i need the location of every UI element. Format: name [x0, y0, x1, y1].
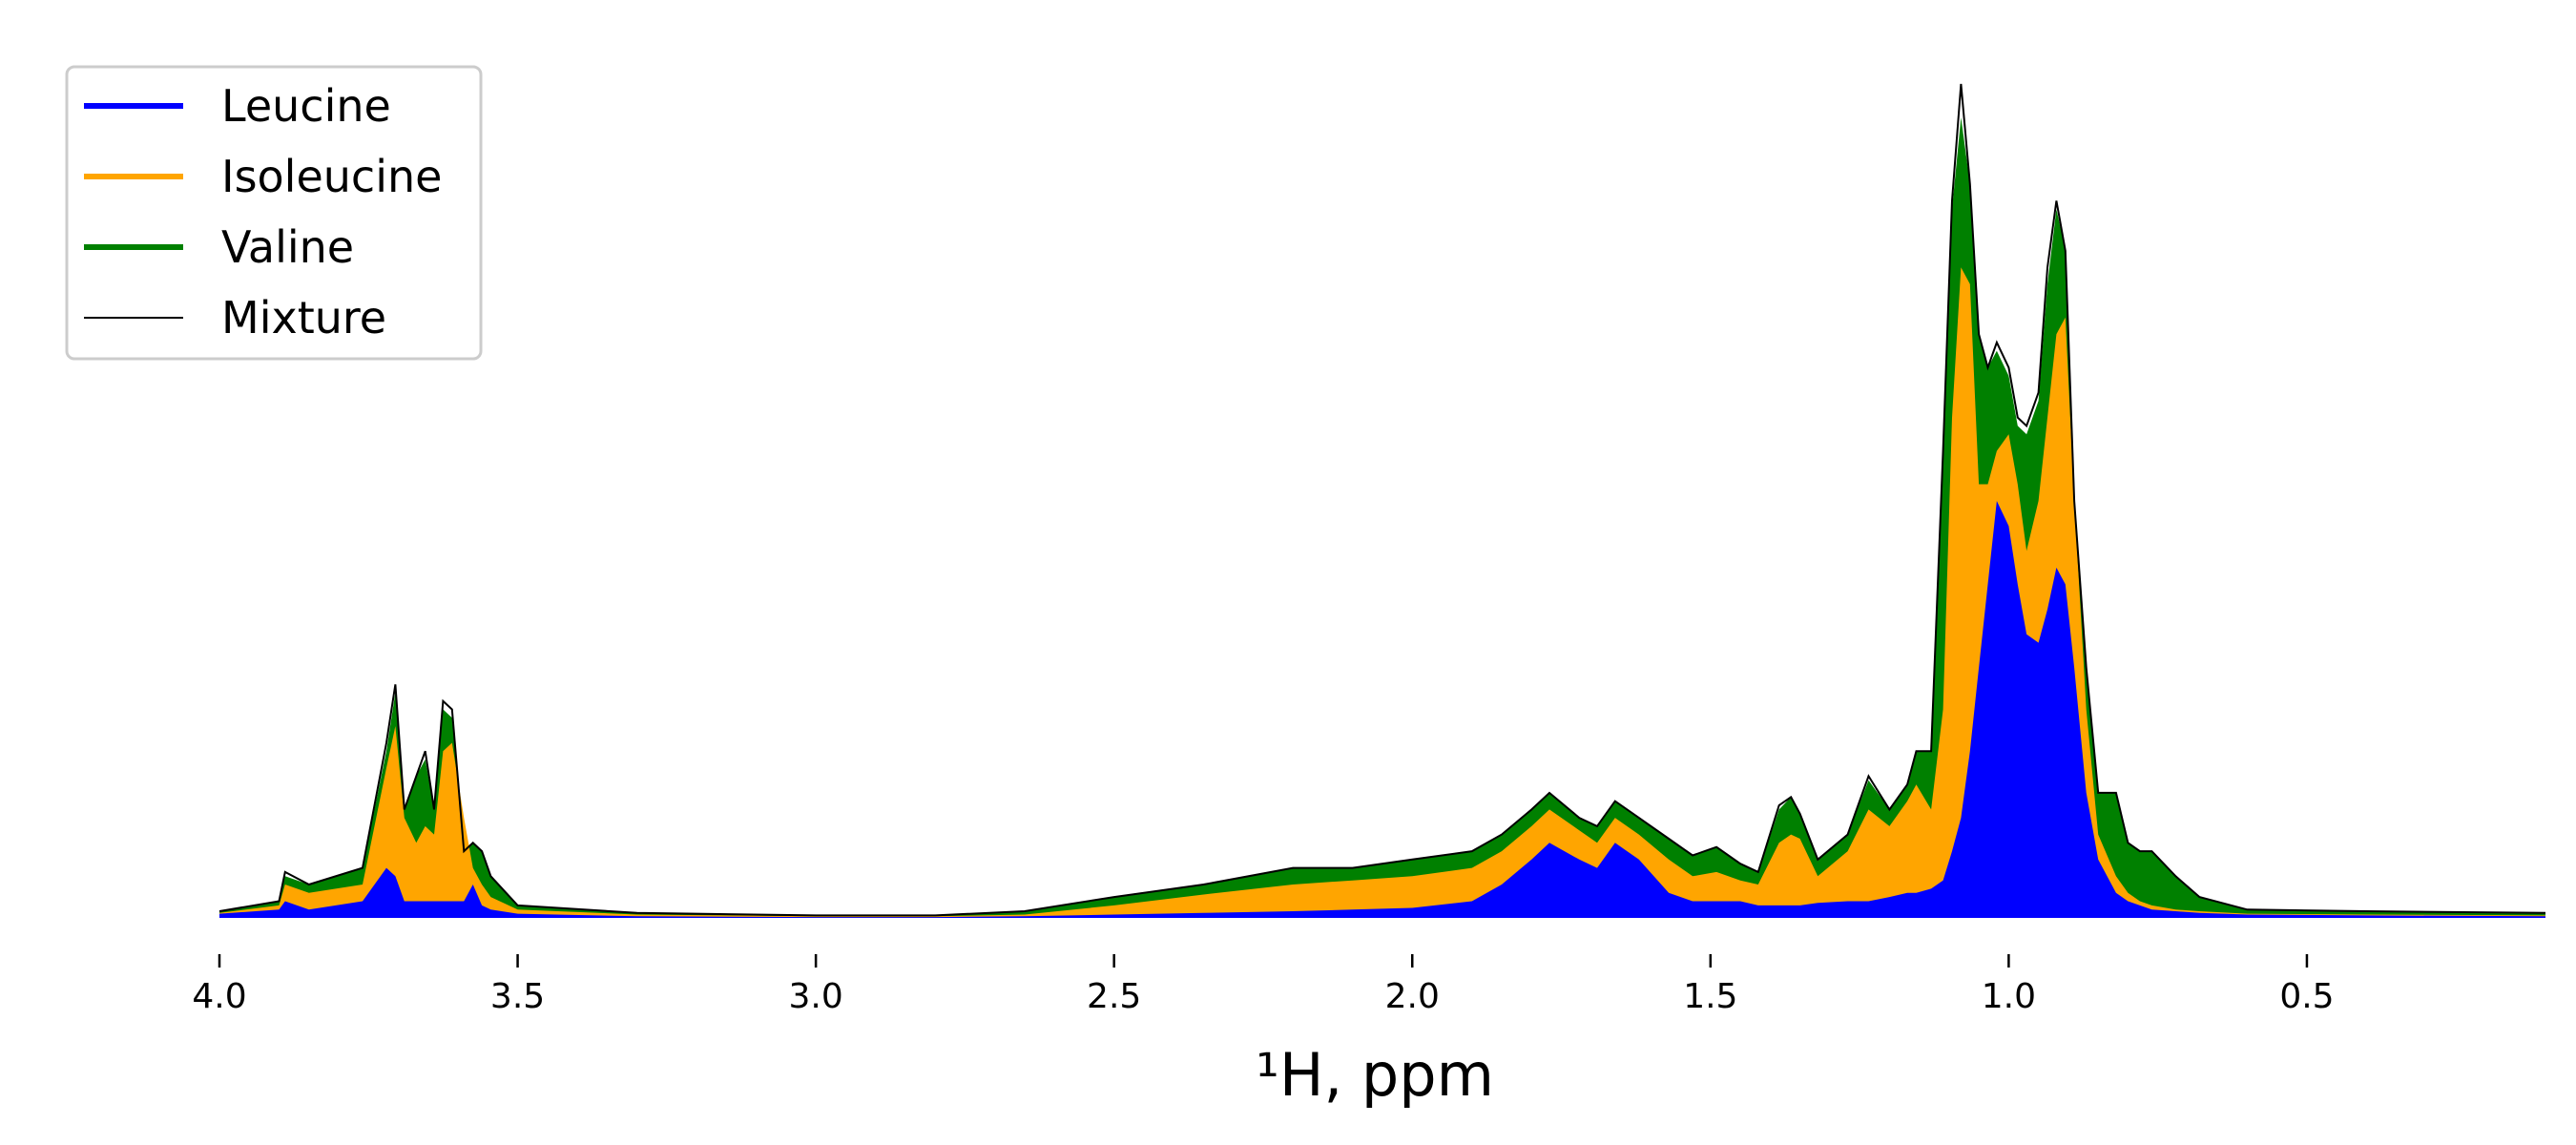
legend-label-mixture: Mixture	[221, 292, 386, 344]
legend-items: Leucine Isoleucine Valine Mixture	[84, 80, 442, 344]
x-tick-label: 1.5	[1683, 977, 1737, 1016]
isoleucine-area	[219, 267, 2545, 918]
valine-area	[219, 117, 2545, 918]
legend-label-valine: Valine	[221, 221, 354, 273]
x-tick-label: 0.5	[2279, 977, 2334, 1016]
legend: Leucine Isoleucine Valine Mixture	[65, 65, 483, 361]
x-tick-label: 2.0	[1385, 977, 1440, 1016]
x-axis: 4.0 3.5 3.0 2.5 2.0 1.5 1.0 0.5	[192, 954, 2335, 1016]
legend-label-leucine: Leucine	[221, 80, 391, 132]
x-tick-label: 3.0	[788, 977, 842, 1016]
x-tick-label: 1.0	[1982, 977, 2036, 1016]
x-tick-label: 2.5	[1087, 977, 1141, 1016]
plot-area	[218, 83, 2546, 918]
legend-label-isoleucine: Isoleucine	[221, 151, 442, 202]
x-ticks: 4.0 3.5 3.0 2.5 2.0 1.5 1.0 0.5	[192, 954, 2335, 1016]
x-tick-label: 4.0	[192, 977, 246, 1016]
x-tick-label: 3.5	[490, 977, 545, 1016]
mixture-line	[218, 83, 2546, 917]
legend-frame	[65, 65, 483, 361]
x-axis-label: ¹H, ppm	[1256, 1040, 1494, 1110]
leucine-area	[219, 501, 2545, 918]
